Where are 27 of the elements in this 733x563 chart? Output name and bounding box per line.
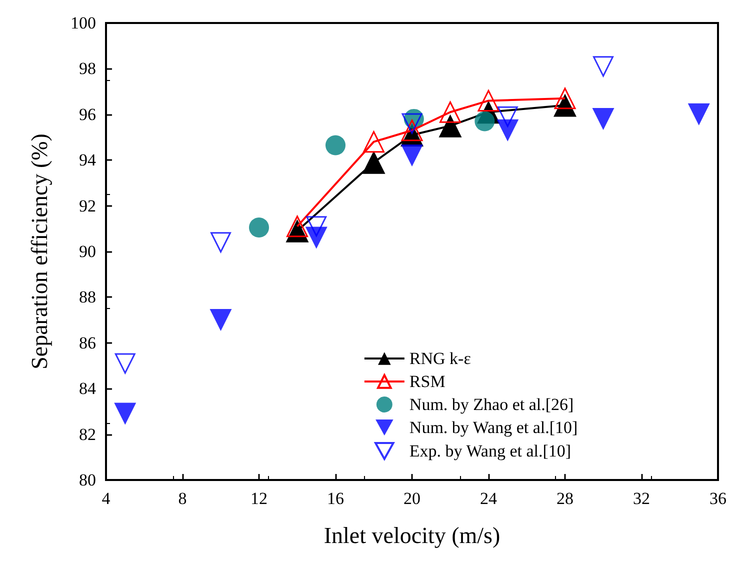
- y-tick-label: 98: [79, 59, 96, 78]
- y-tick-label: 82: [79, 424, 96, 444]
- y-tick-label: 100: [70, 14, 96, 32]
- y-tick-label: 94: [79, 150, 96, 170]
- x-tick-label: 24: [480, 489, 498, 508]
- x-tick-label: 32: [633, 489, 650, 508]
- x-tick-label: 36: [710, 489, 726, 508]
- legend-label: Num. by Wang et al.[10]: [409, 418, 578, 437]
- legend-label: Num. by Zhao et al.[26]: [409, 395, 574, 414]
- y-tick-label: 84: [79, 379, 96, 398]
- y-tick-label: 88: [79, 288, 96, 307]
- y-tick-label: 96: [79, 104, 96, 124]
- x-tick-label: 20: [404, 489, 420, 508]
- legend-label: RSM: [409, 372, 446, 391]
- y-axis-title: Separation efficiency (%): [27, 134, 52, 370]
- x-tick-label: 12: [250, 489, 268, 508]
- x-tick-label: 4: [102, 489, 111, 508]
- legend-label: Exp. by Wang et al.[10]: [409, 442, 572, 460]
- x-tick-label: 28: [556, 489, 574, 508]
- x-axis-title: Inlet velocity (m/s): [324, 523, 500, 548]
- x-tick-label: 8: [178, 489, 187, 508]
- y-tick-label: 80: [79, 470, 96, 490]
- x-tick-label: 16: [327, 489, 344, 508]
- y-tick-label: 86: [79, 333, 96, 352]
- y-tick-label: 92: [79, 196, 96, 216]
- legend-label: RNG k-ε: [409, 349, 471, 368]
- y-tick-label: 90: [79, 242, 96, 261]
